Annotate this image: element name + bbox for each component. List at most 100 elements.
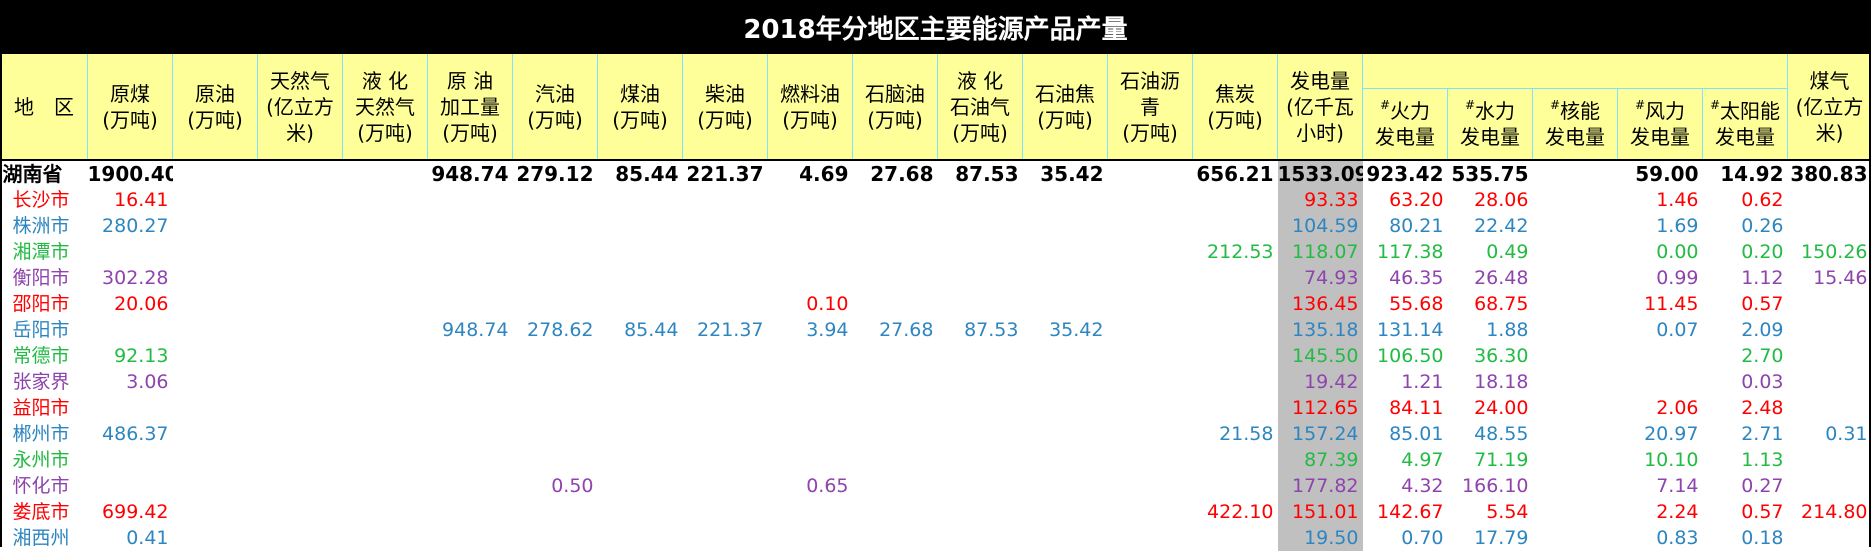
cell-gas[interactable]: 214.80 [1788,499,1871,525]
cell-hydro[interactable]: 26.48 [1448,265,1533,291]
cell-natural-gas[interactable] [258,239,343,265]
cell-paraffin[interactable] [853,447,938,473]
cell-hydro[interactable]: 0.49 [1448,239,1533,265]
cell-crude-processed[interactable] [428,369,513,395]
cell-power[interactable]: 19.42 [1278,369,1363,395]
cell-coke[interactable] [1193,187,1278,213]
header-coke[interactable]: 焦炭 (万吨) [1193,54,1278,160]
cell-lpg[interactable] [938,525,1023,551]
cell-solar[interactable]: 0.57 [1703,499,1788,525]
cell-name[interactable]: 衡阳市 [1,265,88,291]
header-crude-processed[interactable]: 原 油 加工量 (万吨) [428,54,513,160]
cell-diesel[interactable] [683,343,768,369]
cell-crude-processed[interactable]: 948.74 [428,160,513,187]
cell-asphalt[interactable] [1108,343,1193,369]
cell-lng[interactable] [343,291,428,317]
cell-gasoline[interactable] [513,239,598,265]
cell-thermal[interactable]: 117.38 [1363,239,1448,265]
cell-natural-gas[interactable] [258,187,343,213]
cell-nuclear[interactable] [1533,421,1618,447]
cell-kerosene[interactable] [598,265,683,291]
cell-paraffin[interactable] [853,525,938,551]
cell-paraffin[interactable]: 27.68 [853,317,938,343]
cell-asphalt[interactable] [1108,473,1193,499]
cell-name[interactable]: 益阳市 [1,395,88,421]
cell-hydro[interactable]: 1.88 [1448,317,1533,343]
cell-crude-oil[interactable] [173,421,258,447]
cell-coal[interactable] [88,473,173,499]
cell-kerosene[interactable] [598,447,683,473]
cell-kerosene[interactable] [598,499,683,525]
header-solar[interactable]: #太阳能 发电量 [1703,89,1788,160]
cell-gas[interactable] [1788,447,1871,473]
cell-fuel-oil[interactable] [768,525,853,551]
cell-crude-oil[interactable] [173,265,258,291]
cell-name[interactable]: 湖南省 [1,160,88,187]
cell-lng[interactable] [343,499,428,525]
cell-kerosene[interactable] [598,343,683,369]
cell-lpg[interactable]: 87.53 [938,160,1023,187]
cell-kerosene[interactable]: 85.44 [598,317,683,343]
cell-name[interactable]: 湘西州 [1,525,88,551]
header-power[interactable]: 发电量 (亿千瓦 小时) [1278,54,1363,160]
cell-gasoline[interactable] [513,291,598,317]
cell-petroleum-coke[interactable]: 35.42 [1023,317,1108,343]
cell-name[interactable]: 娄底市 [1,499,88,525]
cell-power[interactable]: 177.82 [1278,473,1363,499]
cell-coke[interactable] [1193,395,1278,421]
cell-crude-processed[interactable] [428,473,513,499]
cell-gasoline[interactable] [513,343,598,369]
cell-crude-oil[interactable] [173,473,258,499]
cell-lng[interactable] [343,421,428,447]
cell-natural-gas[interactable] [258,499,343,525]
cell-natural-gas[interactable] [258,395,343,421]
cell-hydro[interactable]: 71.19 [1448,447,1533,473]
cell-asphalt[interactable] [1108,369,1193,395]
cell-wind[interactable] [1618,369,1703,395]
cell-nuclear[interactable] [1533,317,1618,343]
cell-gas[interactable]: 0.31 [1788,421,1871,447]
cell-fuel-oil[interactable] [768,187,853,213]
cell-lpg[interactable] [938,265,1023,291]
cell-lng[interactable] [343,447,428,473]
cell-nuclear[interactable] [1533,239,1618,265]
cell-lpg[interactable] [938,239,1023,265]
cell-kerosene[interactable] [598,473,683,499]
cell-gas[interactable]: 150.26 [1788,239,1871,265]
cell-lpg[interactable] [938,369,1023,395]
cell-gasoline[interactable] [513,265,598,291]
cell-paraffin[interactable] [853,473,938,499]
cell-power[interactable]: 157.24 [1278,421,1363,447]
cell-kerosene[interactable] [598,239,683,265]
cell-diesel[interactable] [683,369,768,395]
cell-lng[interactable] [343,239,428,265]
cell-asphalt[interactable] [1108,265,1193,291]
cell-power[interactable]: 112.65 [1278,395,1363,421]
cell-natural-gas[interactable] [258,317,343,343]
cell-petroleum-coke[interactable] [1023,447,1108,473]
cell-hydro[interactable]: 28.06 [1448,187,1533,213]
cell-nuclear[interactable] [1533,369,1618,395]
cell-natural-gas[interactable] [258,447,343,473]
cell-petroleum-coke[interactable] [1023,291,1108,317]
cell-lpg[interactable]: 87.53 [938,317,1023,343]
cell-gas[interactable] [1788,473,1871,499]
cell-paraffin[interactable] [853,265,938,291]
cell-thermal[interactable]: 4.32 [1363,473,1448,499]
cell-asphalt[interactable] [1108,213,1193,239]
cell-crude-oil[interactable] [173,395,258,421]
cell-lpg[interactable] [938,473,1023,499]
cell-petroleum-coke[interactable] [1023,187,1108,213]
cell-power[interactable]: 118.07 [1278,239,1363,265]
cell-gas[interactable] [1788,395,1871,421]
cell-hydro[interactable]: 48.55 [1448,421,1533,447]
header-nuclear[interactable]: #核能 发电量 [1533,89,1618,160]
cell-kerosene[interactable] [598,291,683,317]
cell-name[interactable]: 张家界 [1,369,88,395]
cell-hydro[interactable]: 18.18 [1448,369,1533,395]
cell-hydro[interactable]: 36.30 [1448,343,1533,369]
cell-gasoline[interactable] [513,421,598,447]
cell-coke[interactable] [1193,473,1278,499]
cell-gas[interactable] [1788,317,1871,343]
cell-gasoline[interactable]: 0.50 [513,473,598,499]
